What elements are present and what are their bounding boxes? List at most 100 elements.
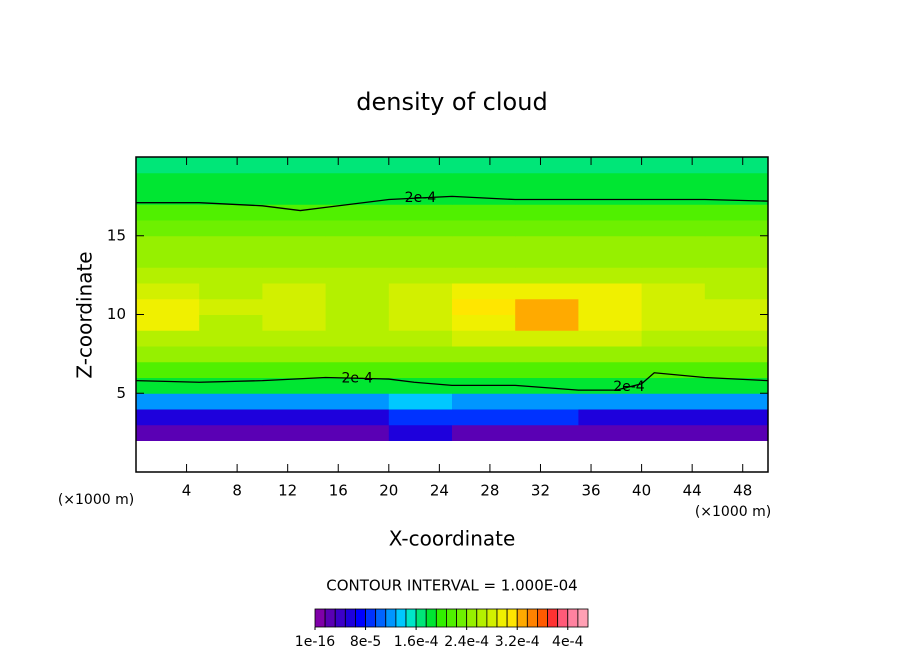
field-cell [199, 330, 263, 347]
field-cell [262, 283, 327, 300]
field-cell [136, 330, 200, 347]
field-cell [136, 298, 200, 315]
field-cell [136, 251, 200, 268]
field-cell [452, 346, 516, 363]
field-cell [578, 157, 643, 174]
field-cell [199, 157, 263, 174]
field-cell [452, 298, 516, 315]
field-cell [262, 346, 327, 363]
field-cell [136, 361, 200, 378]
field-cell [325, 267, 390, 284]
field-cell [452, 251, 516, 268]
colorbar-swatch [547, 608, 559, 628]
field-cell [641, 346, 706, 363]
field-cell [136, 188, 200, 205]
colorbar-swatch [425, 608, 437, 628]
contour-label: 2e-4 [341, 370, 373, 386]
field-cell [578, 188, 643, 205]
field-cell [199, 235, 263, 252]
y-axis-label: Z-coordinate [73, 251, 97, 378]
colorbar: 1e-16 8e-5 1.6e-4 2.4e-4 3.2e-4 4e-4 [295, 608, 589, 650]
field-cell [515, 267, 579, 284]
field-cell [704, 377, 769, 394]
field-cell [325, 157, 390, 174]
field-cell [199, 188, 263, 205]
x-tick-label: 48 [733, 482, 752, 500]
field-cell [641, 220, 706, 237]
field-cell [388, 157, 453, 174]
field-cell [388, 346, 453, 363]
field-cell [641, 330, 706, 347]
field-cell [578, 251, 643, 268]
field-cell [325, 330, 390, 347]
y-tick-label: 5 [116, 384, 126, 402]
colorbar-swatch [324, 608, 336, 628]
field-cell [515, 361, 579, 378]
field-cell [578, 267, 643, 284]
field-cell [262, 267, 327, 284]
field-cell [388, 330, 453, 347]
field-cell [578, 330, 643, 347]
field-cell [452, 220, 516, 237]
field-cell [136, 314, 200, 331]
field-cell [388, 314, 453, 331]
colorbar-tick-label: 2.4e-4 [444, 634, 489, 650]
field-cell [515, 251, 579, 268]
x-tick-label: 40 [632, 482, 651, 500]
field-cell [199, 251, 263, 268]
x-tick-label: 16 [329, 482, 348, 500]
field-cell [452, 283, 516, 300]
field-cell [704, 172, 769, 189]
field-cell [262, 330, 327, 347]
field-cell [704, 393, 769, 410]
field-cell [262, 188, 327, 205]
field-cell [578, 424, 643, 441]
x-tick-label: 20 [379, 482, 398, 500]
field-cell [199, 409, 263, 426]
field-cell [388, 267, 453, 284]
field-cell [578, 204, 643, 221]
field-cell [641, 235, 706, 252]
field-cell [136, 409, 200, 426]
field-cell [641, 393, 706, 410]
field-cell [578, 361, 643, 378]
field-cell [388, 204, 453, 221]
colorbar-swatch [557, 608, 569, 628]
field-cell [262, 251, 327, 268]
x-tick-label: 36 [581, 482, 600, 500]
colorbar-tick-label: 3.2e-4 [495, 634, 540, 650]
colorbar-swatch [496, 608, 508, 628]
field-cell [578, 235, 643, 252]
colorbar-swatch [486, 608, 498, 628]
colorbar-swatch [476, 608, 488, 628]
field-cell [641, 267, 706, 284]
colorbar-swatch [375, 608, 387, 628]
field-cell [136, 424, 200, 441]
field-cell [704, 283, 769, 300]
field-cell [325, 377, 390, 394]
field-cell [325, 314, 390, 331]
field-cell [136, 157, 200, 174]
field-cell [515, 424, 579, 441]
contour-label: 2e-4 [405, 190, 437, 206]
field-cell [452, 314, 516, 331]
field-cell [325, 361, 390, 378]
field-cell [515, 172, 579, 189]
field-cell [325, 409, 390, 426]
colorbar-swatch [415, 608, 427, 628]
field-cell [388, 188, 453, 205]
colorbar-tick-label: 8e-5 [350, 634, 381, 650]
field-cell [325, 188, 390, 205]
colorbar-swatch [435, 608, 447, 628]
field-cell [388, 235, 453, 252]
colorbar-swatch [466, 608, 478, 628]
field-cell [704, 424, 769, 441]
field-cell [199, 267, 263, 284]
field-cell [578, 393, 643, 410]
field-cell [641, 188, 706, 205]
field-cell [704, 330, 769, 347]
colorbar-swatch [334, 608, 346, 628]
field-cell [578, 220, 643, 237]
field-cell [452, 172, 516, 189]
y-tick-label: 15 [107, 226, 126, 244]
